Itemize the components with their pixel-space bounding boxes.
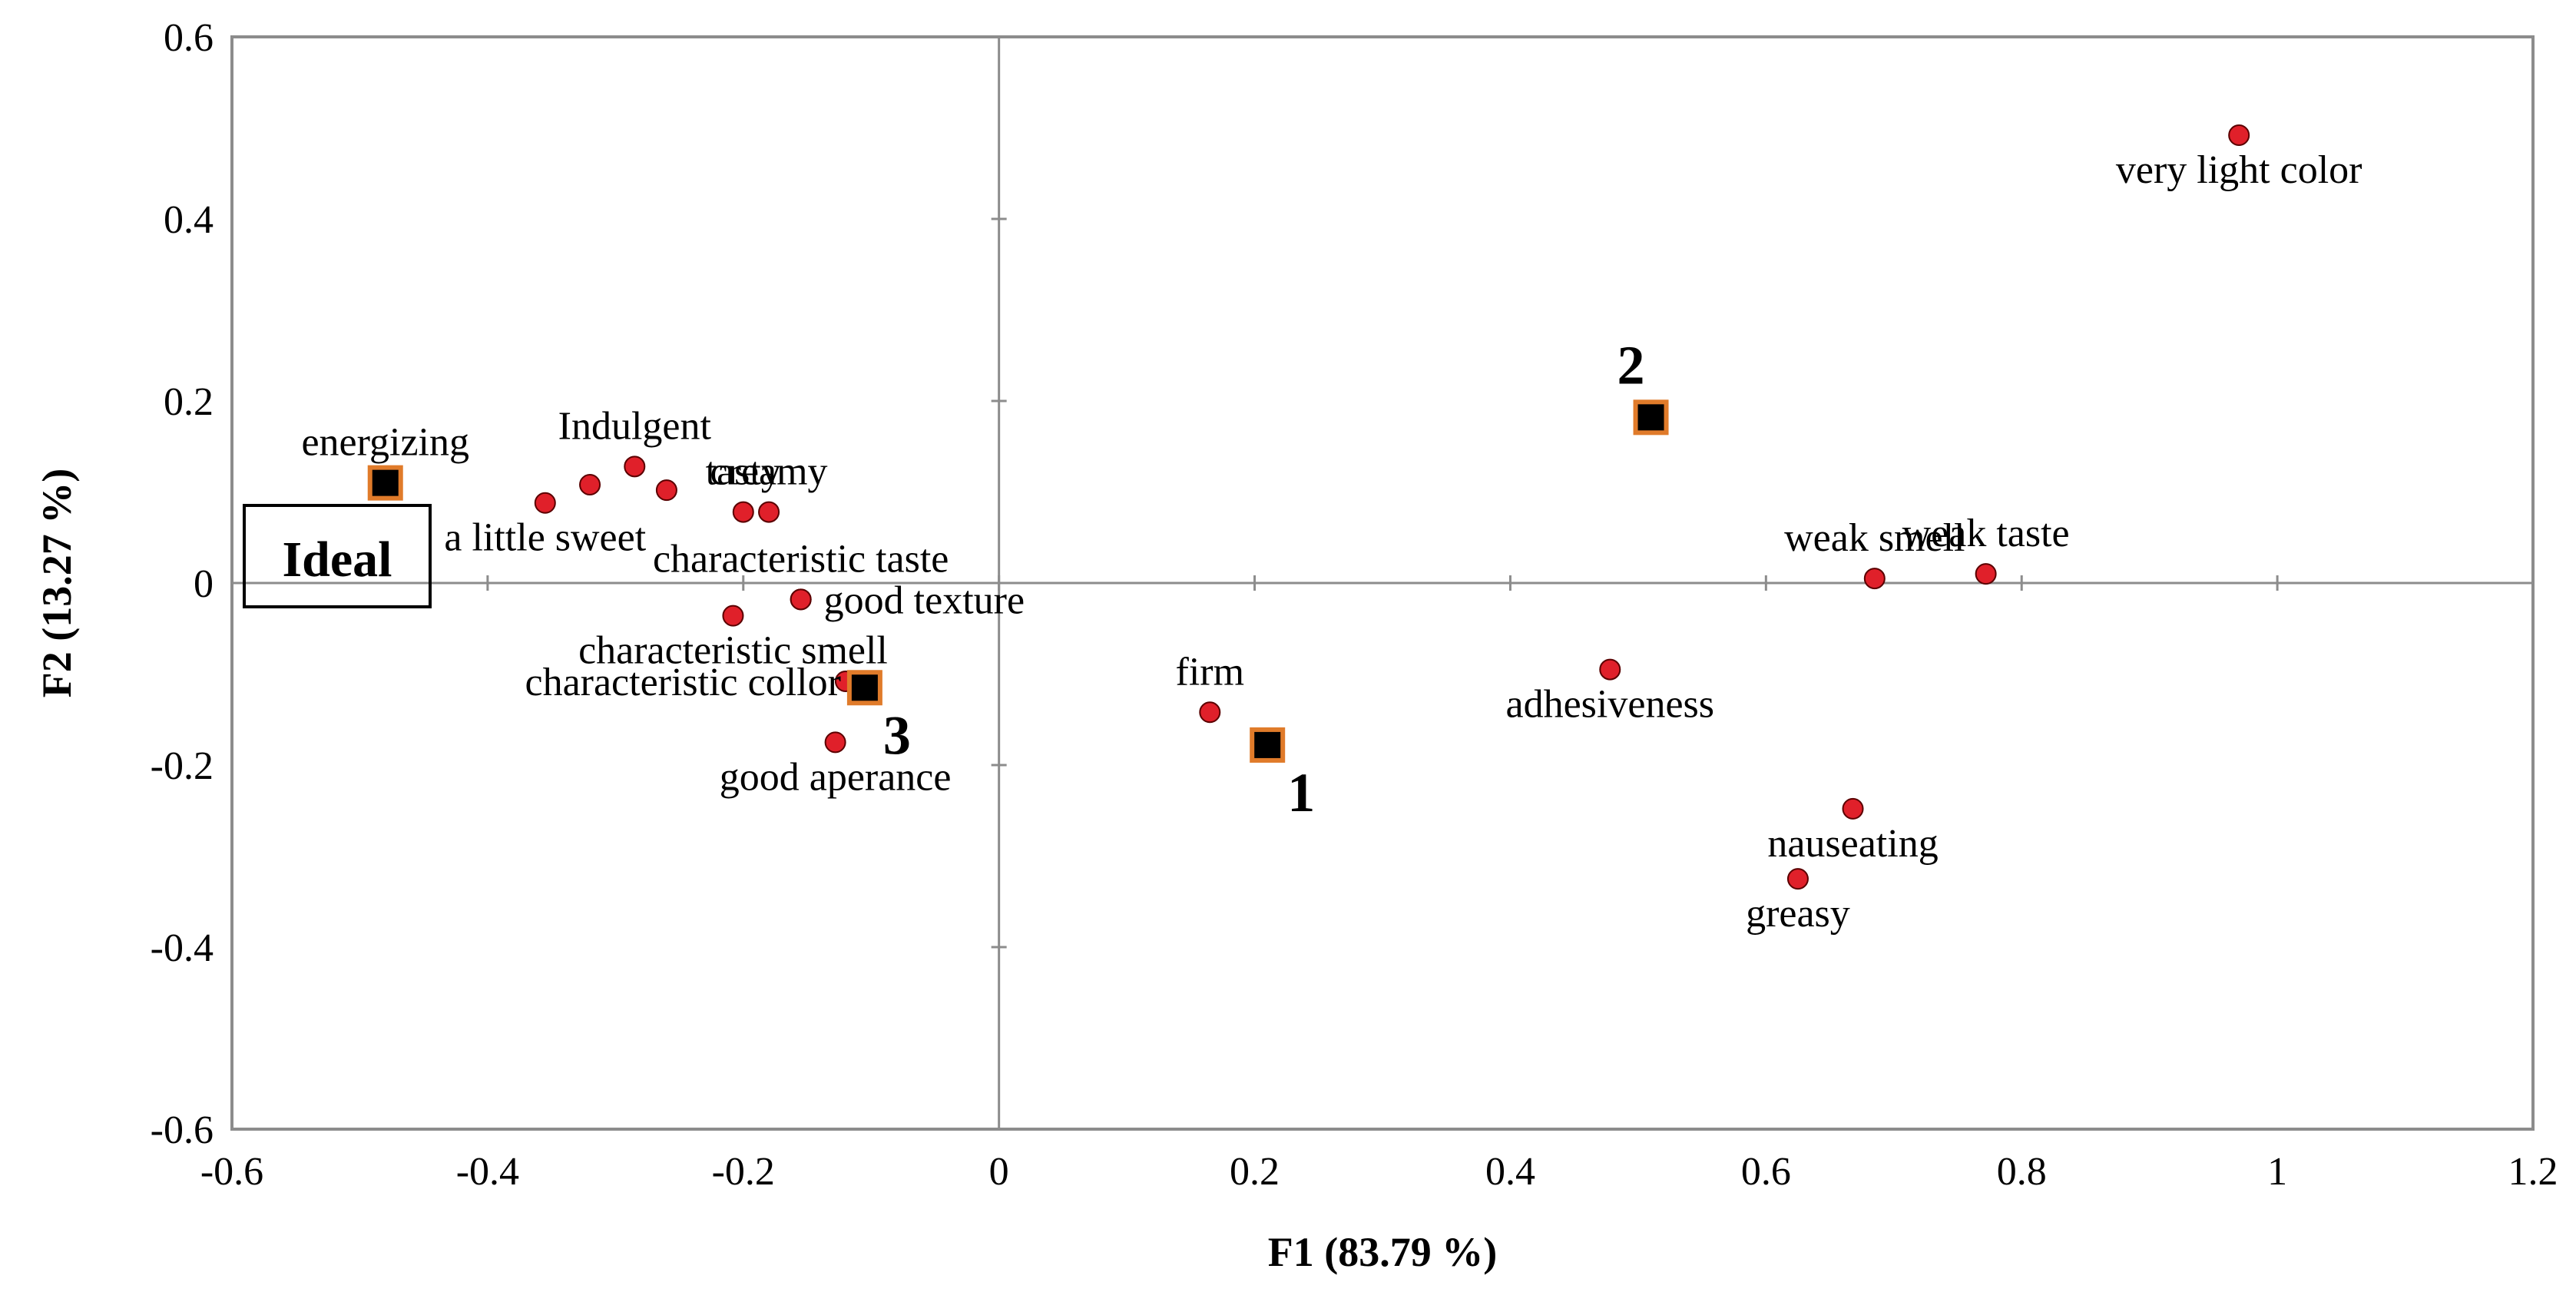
x-tick-label: -0.6 [200, 1150, 263, 1194]
attribute-label-tasty: tasty [706, 450, 781, 494]
attribute-label-characteristic-collor: characteristic collor [525, 661, 840, 704]
attribute-point-weak-smell [1863, 568, 1886, 590]
x-tick-label: 1.2 [2508, 1150, 2558, 1194]
attribute-point-very-light-color [2228, 124, 2250, 146]
attribute-point-good-texture [790, 588, 812, 611]
y-tick-label: 0 [194, 562, 214, 606]
y-tick-label: 0.6 [164, 16, 214, 60]
attribute-label-characteristic-smell: characteristic smell [578, 629, 888, 673]
product-marker-ideal [367, 465, 403, 501]
y-tick-label: -0.6 [151, 1108, 214, 1152]
attribute-point-nauseating [1842, 797, 1864, 820]
data-labels: energizing Indulgent a little sweet tastycr… [243, 148, 2362, 936]
attribute-label-weak-smell: weak smell [1784, 516, 1965, 560]
attribute-point-creamy [758, 501, 780, 523]
attribute-point-unlabeled [579, 474, 601, 496]
product-marker-1 [1250, 727, 1286, 763]
x-tick-label: 0 [989, 1150, 1009, 1194]
attribute-point-unlabeled [655, 479, 677, 502]
attribute-label-nauseating: nauseating [1767, 822, 1938, 866]
attribute-label-a-little-sweet: a little sweet [444, 516, 646, 560]
attribute-point-firm [1199, 701, 1221, 724]
x-tick-label: 0.8 [1997, 1150, 2047, 1194]
attribute-label-creamy: creamy [710, 450, 828, 494]
attribute-label-firm: firm [1176, 650, 1245, 694]
attribute-label-energizing: energizing [301, 421, 469, 465]
product-label-1: 1 [1287, 762, 1315, 823]
x-axis-title: F1 (83.79 %) [1268, 1229, 1497, 1275]
ideal-label-box [243, 504, 432, 608]
x-tick-label: 0.2 [1230, 1150, 1280, 1194]
y-tick-label: 0.4 [164, 198, 214, 242]
attribute-point-a-little-sweet [534, 492, 556, 514]
y-axis-title: F2 (13.27 %) [34, 469, 80, 697]
y-tick-label: -0.4 [151, 926, 214, 970]
x-tick-label: -0.4 [456, 1150, 519, 1194]
x-tick-label: 1 [2267, 1150, 2287, 1194]
x-tick-label: 0.6 [1741, 1150, 1791, 1194]
attribute-point-adhesiveness [1599, 658, 1621, 681]
product-marker-2 [1633, 399, 1669, 436]
attribute-label-good-aperance: good aperance [720, 755, 952, 799]
attribute-label-adhesiveness: adhesiveness [1506, 683, 1714, 727]
y-tick-label: 0.2 [164, 380, 214, 424]
attribute-point-tasty [732, 501, 754, 523]
attribute-label-weak-taste: weak taste [1902, 512, 2070, 555]
product-marker-3 [846, 670, 882, 706]
attribute-point-indulgent [624, 456, 646, 478]
product-label-ideal: Ideal [282, 532, 392, 588]
attribute-point-weak-taste [1975, 563, 1997, 585]
attribute-point-greasy [1786, 868, 1809, 890]
attribute-label-characteristic-taste: characteristic taste [653, 537, 949, 581]
x-tick-label: -0.2 [712, 1150, 775, 1194]
attribute-label-indulgent: Indulgent [558, 404, 712, 448]
y-tick-label: -0.2 [151, 744, 214, 788]
axes-layer [230, 35, 2535, 1131]
attribute-point-good-aperance [824, 731, 846, 754]
attribute-label-good-texture: good texture [824, 578, 1025, 622]
x-tick-label: 0.4 [1485, 1150, 1535, 1194]
product-label-3: 3 [883, 704, 911, 766]
data-points [367, 124, 2250, 890]
product-label-2: 2 [1617, 334, 1645, 396]
tick-labels: -0.6 -0.4 -0.2 0 0.2 0.4 0.6 0.8 1 1.2 -0.6 -0.4 -0.… [151, 16, 2558, 1194]
attribute-point-characteristic-smell [722, 605, 744, 627]
attribute-label-greasy: greasy [1746, 892, 1850, 936]
attribute-label-very-light-color: very light color [2116, 148, 2362, 192]
